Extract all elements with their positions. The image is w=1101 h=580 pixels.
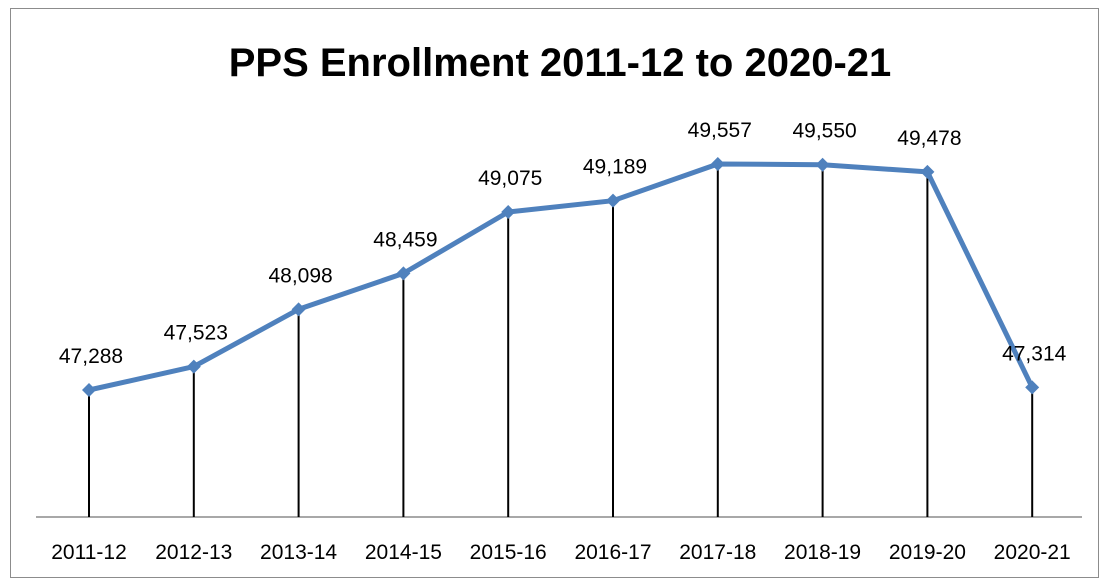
data-label: 47,314 bbox=[1002, 342, 1067, 365]
data-markers bbox=[82, 157, 1040, 397]
data-point-marker bbox=[920, 164, 935, 179]
data-label: 49,550 bbox=[792, 120, 856, 143]
data-label: 47,523 bbox=[164, 322, 228, 345]
data-point-marker bbox=[606, 193, 620, 208]
data-label: 48,459 bbox=[373, 228, 437, 251]
data-point-marker bbox=[82, 383, 96, 397]
x-tick-label: 2017-18 bbox=[679, 541, 756, 564]
data-label: 49,557 bbox=[688, 119, 752, 142]
data-label: 49,075 bbox=[478, 167, 542, 190]
x-tick-label: 2015-16 bbox=[470, 541, 547, 564]
data-label: 47,288 bbox=[59, 345, 123, 368]
data-point-marker bbox=[501, 205, 516, 220]
data-labels: 47,288 47,523 48,098 48,459 49,075 49,189 49,5… bbox=[59, 119, 1067, 368]
data-label: 48,098 bbox=[268, 264, 332, 287]
data-point-marker bbox=[396, 266, 411, 281]
x-tick-label: 2014-15 bbox=[365, 541, 442, 564]
series-line bbox=[88, 161, 1035, 393]
data-point-marker bbox=[710, 157, 725, 171]
data-point-marker bbox=[815, 157, 830, 172]
x-tick-labels: 2011-12 2012-13 2013-14 2014-15 2015-16 2016-… bbox=[51, 541, 1070, 564]
x-tick-label: 2019-20 bbox=[889, 541, 966, 564]
data-label: 49,478 bbox=[897, 127, 961, 150]
data-point-marker bbox=[186, 359, 201, 374]
drop-lines bbox=[88, 164, 1034, 517]
x-tick-label: 2011-12 bbox=[51, 541, 127, 564]
x-tick-label: 2013-14 bbox=[260, 541, 337, 564]
x-tick-label: 2012-13 bbox=[155, 541, 232, 564]
x-tick-label: 2016-17 bbox=[574, 541, 651, 564]
data-point-marker bbox=[291, 302, 306, 317]
chart-title: PPS Enrollment 2011-12 to 2020-21 bbox=[229, 41, 892, 85]
chart-frame bbox=[10, 8, 1099, 578]
x-tick-label: 2020-21 bbox=[994, 541, 1071, 564]
x-tick-label: 2018-19 bbox=[784, 541, 861, 564]
data-point-marker bbox=[1025, 380, 1040, 395]
data-label: 49,189 bbox=[583, 156, 647, 179]
